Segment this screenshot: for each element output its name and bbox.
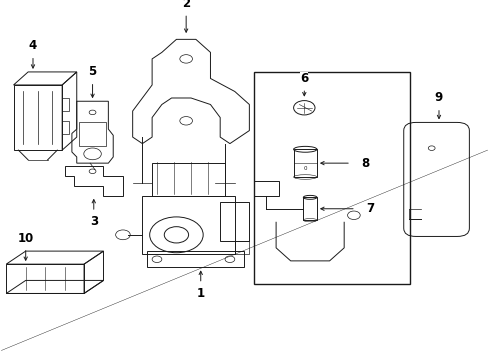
Text: 8: 8 — [361, 157, 369, 170]
Text: 9: 9 — [434, 91, 442, 104]
Bar — [147, 251, 244, 267]
Text: 4: 4 — [29, 39, 37, 52]
Text: 7: 7 — [366, 202, 374, 215]
Text: 0: 0 — [303, 166, 306, 171]
Bar — [152, 163, 224, 196]
Bar — [14, 85, 62, 150]
Text: 3: 3 — [89, 215, 98, 228]
Bar — [303, 197, 316, 220]
Text: 10: 10 — [18, 231, 34, 244]
Bar — [142, 196, 234, 255]
Text: 6: 6 — [300, 72, 308, 85]
Text: 5: 5 — [88, 66, 97, 78]
Bar — [293, 149, 316, 177]
Text: 1: 1 — [196, 287, 204, 300]
Bar — [220, 202, 249, 241]
Bar — [79, 122, 106, 146]
Bar — [62, 98, 69, 111]
Bar — [254, 181, 278, 196]
Bar — [234, 241, 249, 255]
Bar — [62, 121, 69, 134]
Bar — [254, 72, 409, 284]
Bar — [6, 264, 84, 293]
Text: 2: 2 — [182, 0, 190, 10]
